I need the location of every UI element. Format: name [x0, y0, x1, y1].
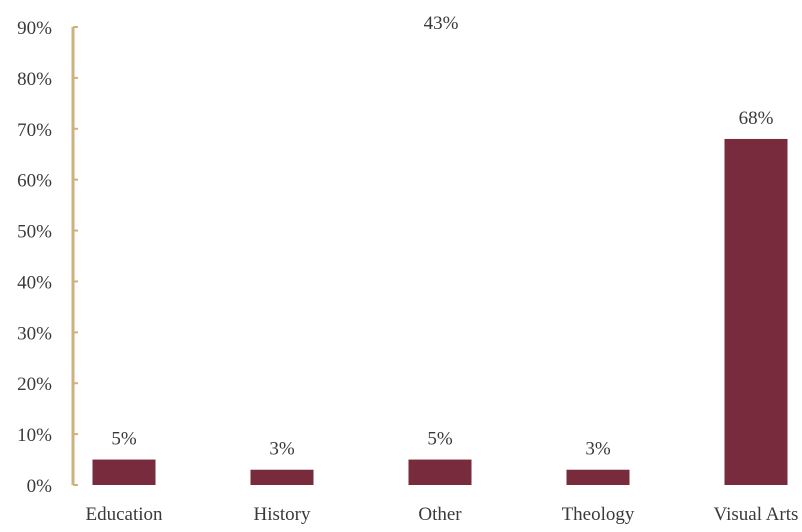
y-tick-label: 20% [17, 374, 52, 395]
y-tick-label: 40% [17, 272, 52, 293]
bars [92, 138, 788, 485]
data-labels: 5% 3% 5% 3% 68% [111, 108, 773, 460]
bar-visual-arts [724, 138, 788, 485]
data-label: 5% [111, 429, 137, 450]
y-tick-label: 50% [17, 222, 52, 243]
y-tick-label: 60% [17, 171, 52, 192]
x-tick-label: History [254, 504, 312, 525]
x-tick-label: Visual Arts [714, 504, 799, 525]
x-tick-label: Education [85, 504, 163, 525]
bar-other [408, 459, 472, 485]
y-tick-label: 30% [17, 323, 52, 344]
data-label: 5% [427, 429, 453, 450]
y-tick-label: 90% [17, 18, 52, 39]
y-tick-label: 70% [17, 120, 52, 141]
data-label: 68% [739, 108, 774, 129]
bar-education [92, 459, 156, 485]
y-tick-label: 80% [17, 69, 52, 90]
x-tick-label: Theology [562, 504, 635, 525]
bar-history [250, 469, 314, 485]
y-axis: 0% 10% 20% 30% 40% 50% 60% 70% 80% 90% [17, 18, 78, 497]
annotation-label: 43% [424, 13, 459, 34]
data-label: 3% [585, 439, 611, 460]
y-tick-label: 0% [27, 476, 53, 497]
bar-theology [566, 469, 630, 485]
data-label: 3% [269, 439, 295, 460]
x-axis: Education History Other Theology Visual Arts [85, 504, 798, 525]
x-tick-label: Other [418, 504, 462, 525]
y-tick-label: 10% [17, 425, 52, 446]
